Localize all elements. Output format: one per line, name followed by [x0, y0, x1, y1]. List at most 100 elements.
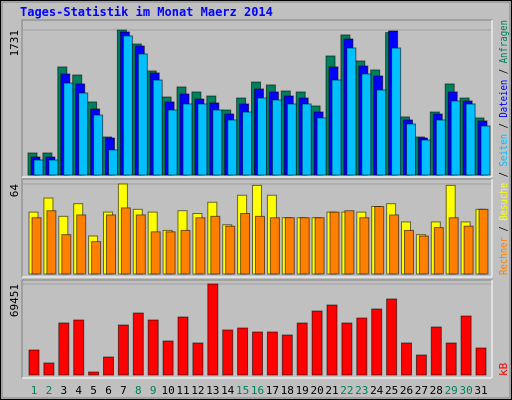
bar: [255, 215, 265, 275]
y-tick-label: 69451: [8, 284, 21, 317]
legend-entry: kB: [497, 362, 510, 376]
bar: [93, 114, 104, 176]
bar: [271, 99, 282, 176]
bar: [150, 231, 161, 275]
bar: [61, 234, 72, 275]
bar: [195, 217, 206, 275]
bar: [48, 159, 59, 176]
bar: [240, 213, 251, 275]
bar: [76, 214, 87, 275]
bar: [227, 119, 238, 176]
legend-separator: /: [497, 118, 510, 134]
bar: [286, 103, 297, 176]
bar: [433, 227, 444, 275]
x-tick-label: 5: [90, 384, 97, 397]
bar: [386, 298, 398, 376]
bar: [435, 119, 446, 176]
bar: [31, 217, 42, 275]
bar: [207, 283, 219, 376]
legend-separator: /: [497, 63, 510, 79]
bar: [212, 109, 223, 176]
bar: [33, 159, 44, 176]
bar: [415, 354, 427, 376]
x-tick-label: 7: [120, 384, 127, 397]
bar: [296, 322, 308, 376]
bar: [182, 103, 193, 176]
x-tick-label: 1: [31, 384, 38, 397]
x-tick-label: 15: [236, 384, 249, 397]
bar: [132, 312, 144, 376]
bar: [361, 73, 372, 176]
bar: [450, 100, 461, 176]
x-tick-label: 21: [325, 384, 338, 397]
bar: [478, 208, 489, 275]
bar: [63, 82, 74, 176]
bar: [344, 210, 355, 275]
bar: [46, 210, 57, 275]
bar: [359, 217, 370, 275]
bar: [311, 310, 323, 376]
bar: [43, 362, 55, 376]
bar: [374, 206, 385, 275]
legend-entry: Dateien: [497, 80, 510, 118]
legend-separator: /: [497, 221, 510, 237]
bar: [346, 47, 357, 176]
x-tick-label: 19: [296, 384, 309, 397]
x-tick-label: 24: [370, 384, 384, 397]
bar: [117, 324, 129, 376]
legend-separator: /: [497, 166, 510, 182]
bar: [28, 349, 40, 376]
bar: [341, 322, 353, 376]
bar: [356, 317, 368, 376]
x-tick-label: 31: [474, 384, 487, 397]
x-tick-label: 30: [459, 384, 472, 397]
chart-title: Tages-Statistik im Monat Maerz 2014: [20, 5, 273, 19]
bar: [122, 35, 133, 176]
x-tick-label: 22: [340, 384, 353, 397]
bar: [103, 356, 114, 376]
bar: [371, 308, 383, 376]
x-tick-label: 13: [206, 384, 219, 397]
bar: [284, 217, 295, 275]
x-tick-label: 27: [415, 384, 428, 397]
x-tick-label: 18: [281, 384, 294, 397]
bar: [210, 215, 221, 275]
bar: [448, 217, 459, 275]
bar: [257, 97, 267, 176]
bar: [162, 340, 174, 376]
bar: [152, 79, 163, 176]
x-tick-label: 12: [191, 384, 204, 397]
bar: [269, 217, 280, 275]
bar: [329, 211, 340, 275]
x-tick-label: 8: [135, 384, 142, 397]
x-tick-label: 2: [46, 384, 53, 397]
bar: [376, 89, 387, 176]
x-tick-label: 10: [161, 384, 174, 397]
x-tick-label: 26: [400, 384, 413, 397]
bar: [404, 229, 414, 275]
bar: [120, 207, 131, 275]
bar: [252, 331, 263, 376]
x-tick-label: 16: [251, 384, 264, 397]
bar: [91, 241, 102, 275]
bar: [108, 149, 118, 176]
bar: [197, 103, 208, 176]
bar: [137, 53, 148, 176]
bar: [180, 229, 191, 275]
x-tick-label: 9: [150, 384, 157, 397]
bar: [299, 217, 310, 275]
bar: [316, 117, 327, 176]
legend: Rechner / Besuche / Seiten / Dateien / A…: [497, 20, 510, 275]
bar: [445, 342, 457, 376]
bar: [389, 214, 400, 275]
legend-entry: Besuche: [497, 183, 510, 221]
bar: [391, 47, 402, 176]
bar: [135, 214, 146, 275]
bar: [406, 123, 416, 176]
bar: [480, 125, 491, 176]
bar: [475, 347, 487, 376]
bar: [106, 214, 116, 275]
bar: [177, 316, 189, 376]
x-tick-label: 11: [176, 384, 189, 397]
x-tick-label: 20: [310, 384, 323, 397]
